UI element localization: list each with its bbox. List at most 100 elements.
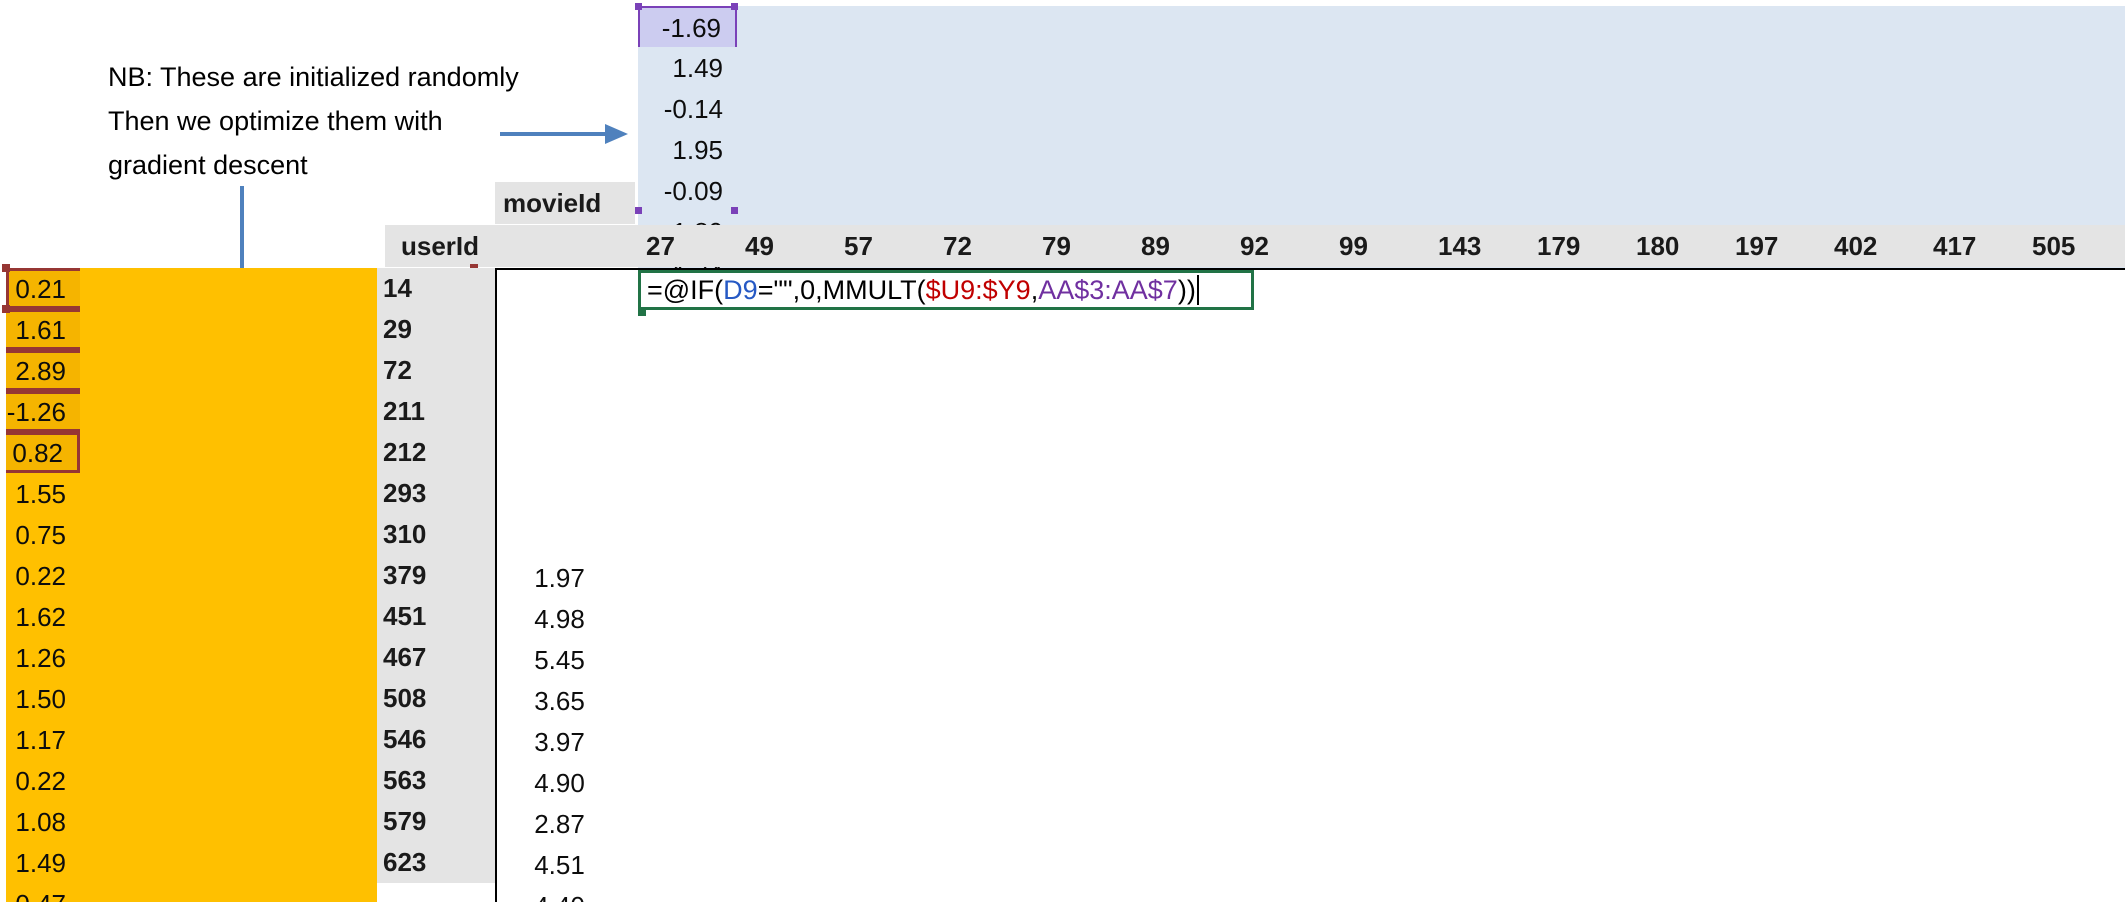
- predicted-rating-cell[interactable]: [497, 352, 599, 393]
- user-factor-cell[interactable]: 1.62: [6, 596, 80, 637]
- user-factor-cell[interactable]: 1.55: [6, 473, 80, 514]
- user-factor-cell[interactable]: 1.49: [6, 842, 80, 883]
- user-factor-row: 0.21 1.61 2.89 -1.26 0.82: [6, 268, 377, 473]
- userid-cell[interactable]: 379: [377, 555, 495, 596]
- row-selection-handle-bl[interactable]: [2, 305, 10, 313]
- user-factor-cell[interactable]: 1.17: [6, 719, 80, 760]
- user-factor-cell[interactable]: 0.22: [6, 555, 80, 596]
- userid-column: 14 29 72 211 212 293 310 379 451 467 508 546 563 579 6…: [377, 268, 495, 883]
- userid-cell[interactable]: 29: [377, 309, 495, 350]
- movieid-header-pad: [495, 225, 638, 267]
- selection-handle-br[interactable]: [731, 207, 738, 214]
- movieid-header-cell[interactable]: 79: [1042, 230, 1071, 261]
- selection-handle-tr[interactable]: [731, 3, 738, 10]
- predicted-rating-cell[interactable]: [497, 270, 599, 311]
- predicted-rating-cell[interactable]: [497, 393, 599, 434]
- user-factor-cell[interactable]: 0.22: [6, 760, 80, 801]
- predicted-rating-cell[interactable]: [497, 434, 599, 475]
- movieid-header-cell[interactable]: 49: [745, 230, 774, 261]
- user-factor-cell[interactable]: -1.26: [6, 391, 80, 432]
- movieid-header-cell[interactable]: 143: [1438, 230, 1482, 261]
- movieid-header-cell[interactable]: 27: [646, 230, 675, 261]
- predicted-rating-cell[interactable]: 4.40: [497, 885, 599, 902]
- movieid-header-cell[interactable]: 89: [1141, 230, 1170, 261]
- user-factor-row: 0.470.891.321.130.77: [6, 883, 377, 902]
- annotation-line-3: gradient descent: [108, 150, 308, 180]
- user-factor-cell[interactable]: 2.89: [6, 350, 80, 391]
- userid-cell[interactable]: 467: [377, 637, 495, 678]
- userid-cell[interactable]: 579: [377, 801, 495, 842]
- userid-cell[interactable]: 451: [377, 596, 495, 637]
- userid-cell[interactable]: 293: [377, 473, 495, 514]
- user-factor-body: 0.21 1.61 2.89 -1.26 0.82 1.55 0.75 0.22 1.62 1.2…: [6, 268, 377, 902]
- userid-cell[interactable]: 508: [377, 678, 495, 719]
- userid-cell[interactable]: 563: [377, 760, 495, 801]
- userid-cell[interactable]: 14: [377, 268, 495, 309]
- annotation-line-1: NB: These are initialized randomly: [108, 62, 519, 92]
- formula-token: )): [1177, 274, 1196, 305]
- userid-label: userId: [385, 225, 495, 267]
- user-factor-cell[interactable]: 1.26: [6, 637, 80, 678]
- movieid-header-cell[interactable]: 417: [1933, 230, 1977, 261]
- movieid-header-cell[interactable]: 57: [844, 230, 873, 261]
- movieid-header-cell[interactable]: 72: [943, 230, 972, 261]
- movieid-header-cell[interactable]: 92: [1240, 230, 1269, 261]
- arrow-right-icon: [500, 124, 628, 144]
- selection-handle-bl[interactable]: [635, 207, 642, 214]
- movie-factor-cell[interactable]: -0.09: [638, 170, 737, 211]
- user-factor-cell[interactable]: 1.61: [6, 309, 80, 350]
- table-row: 1.97 4.98 5.45 3.65 3.97 4.90 2.87 4.51: [496, 269, 2125, 885]
- predicted-rating-cell[interactable]: 3.97: [497, 721, 599, 762]
- user-factor-cell[interactable]: 0.82: [6, 432, 80, 473]
- userid-cell[interactable]: 546: [377, 719, 495, 760]
- predicted-ratings-grid[interactable]: 1.974.985.453.653.974.902.874.514.404.98…: [495, 268, 2125, 902]
- userid-cell[interactable]: 310: [377, 514, 495, 555]
- userid-cell[interactable]: 72: [377, 350, 495, 391]
- predicted-rating-cell[interactable]: [497, 516, 599, 557]
- formula-token: $U9:$Y9: [925, 274, 1031, 305]
- formula-token: =@IF(: [647, 274, 724, 305]
- movie-factor-cell[interactable]: 1.95: [638, 129, 737, 170]
- predicted-rating-cell[interactable]: [497, 311, 599, 352]
- row-selection-handle-tl[interactable]: [2, 264, 10, 272]
- movieid-header-cell[interactable]: 99: [1339, 230, 1368, 261]
- movieid-header-cell[interactable]: 180: [1636, 230, 1680, 261]
- formula-editor[interactable]: =@IF(D9 ="",0,MMULT($U9:$Y9, AA$3:AA$7)): [638, 270, 1254, 310]
- selection-handle-tl[interactable]: [635, 3, 642, 10]
- movieid-header-cell[interactable]: 505: [2032, 230, 2076, 261]
- movieid-header-cell[interactable]: 402: [1834, 230, 1878, 261]
- user-factor-cell[interactable]: 1.50: [6, 678, 80, 719]
- user-factor-cell[interactable]: 0.47: [6, 883, 80, 902]
- user-factor-matrix[interactable]: 0.21 1.61 2.89 -1.26 0.82 1.55 0.75 0.22 1.62 1.2…: [6, 268, 377, 902]
- user-factor-row: 1.50 1.17 0.22 1.08 1.49: [6, 678, 377, 883]
- predicted-rating-cell[interactable]: [497, 475, 599, 516]
- movieid-header-cell[interactable]: 197: [1735, 230, 1779, 261]
- annotation-line-2: Then we optimize them with: [108, 106, 443, 136]
- formula-token: D9: [723, 274, 758, 305]
- predicted-rating-cell[interactable]: 4.51: [497, 844, 599, 885]
- movieid-header-cell[interactable]: 179: [1537, 230, 1581, 261]
- predicted-rating-cell[interactable]: 4.90: [497, 762, 599, 803]
- predicted-rating-cell[interactable]: 4.98: [497, 598, 599, 639]
- movie-factor-cell[interactable]: -0.14: [638, 88, 737, 129]
- predicted-ratings-body: 1.974.985.453.653.974.902.874.514.404.98…: [496, 269, 2125, 902]
- movieid-header-row: 27 49 57 72 79 89 92 99 143 179 180 197 402 417 505: [495, 225, 2125, 267]
- movie-factor-cell[interactable]: -1.69: [638, 6, 737, 47]
- userid-cell[interactable]: 212: [377, 432, 495, 473]
- user-factor-cell[interactable]: 0.75: [6, 514, 80, 555]
- predicted-rating-cell[interactable]: 1.97: [497, 557, 599, 598]
- user-factor-cell[interactable]: 0.21: [6, 268, 80, 309]
- userid-cell[interactable]: 623: [377, 842, 495, 883]
- predicted-rating-cell[interactable]: 3.65: [497, 680, 599, 721]
- predicted-rating-cell[interactable]: 2.87: [497, 803, 599, 844]
- formula-cell-handle[interactable]: [638, 308, 646, 316]
- userid-cell[interactable]: 211: [377, 391, 495, 432]
- formula-token: ="",0,MMULT(: [757, 274, 926, 305]
- formula-token: AA$3:AA$7: [1038, 274, 1178, 305]
- movie-factor-cell[interactable]: 1.49: [638, 47, 737, 88]
- predicted-rating-cell[interactable]: 5.45: [497, 639, 599, 680]
- user-factor-cell[interactable]: 1.08: [6, 801, 80, 842]
- table-row: 4.404.985.083.994.953.614.375.324.084.10…: [496, 885, 2125, 902]
- formula-token: ,: [1030, 274, 1039, 305]
